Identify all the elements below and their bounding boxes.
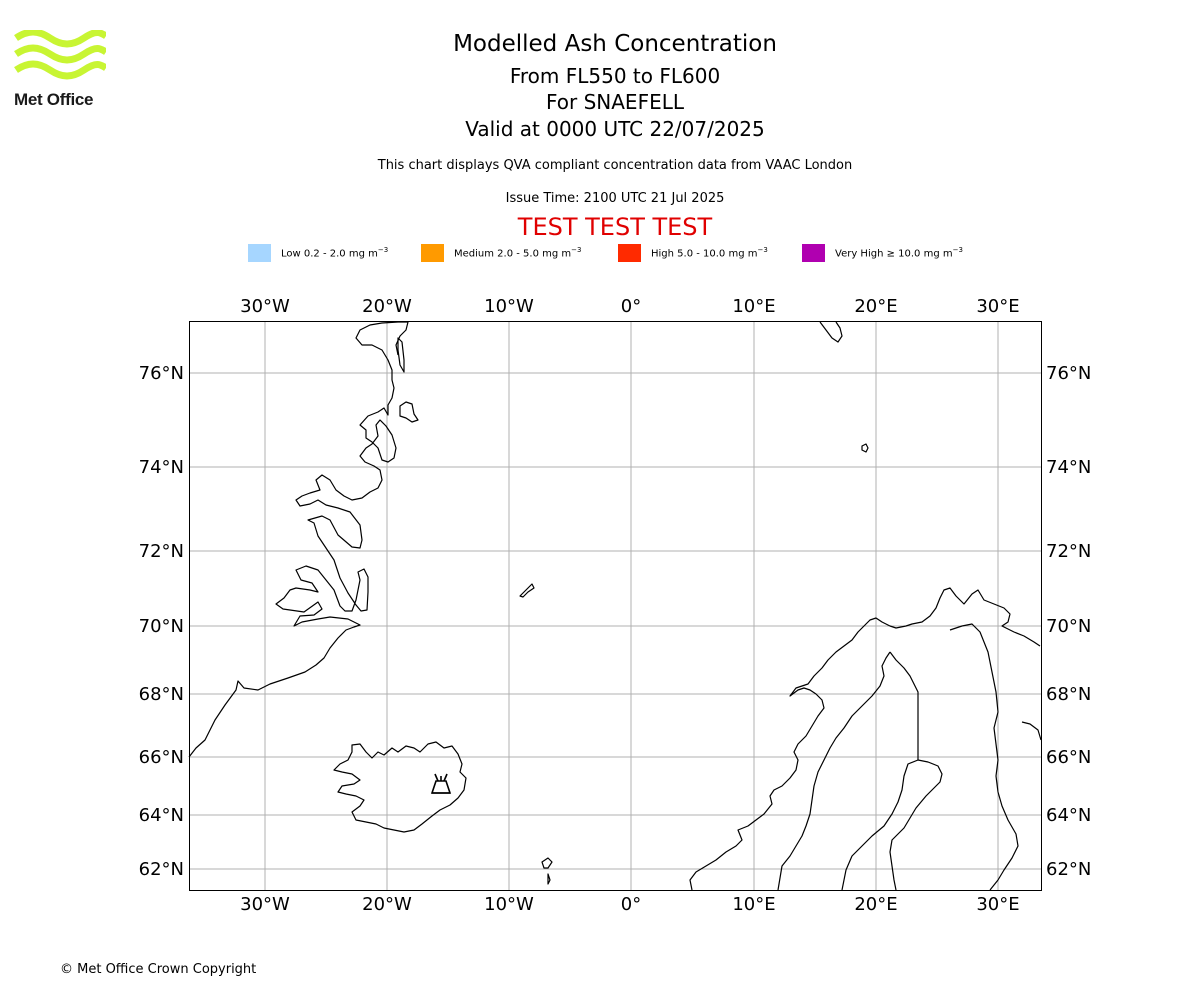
test-banner: TEST TEST TEST — [517, 213, 713, 241]
lat-label-left-62n: 62°N — [139, 859, 184, 880]
lon-label-bottom-10e: 10°E — [732, 894, 775, 915]
kola-coast — [1021, 721, 1042, 741]
greenland-island-1 — [399, 401, 419, 423]
lon-label-top-20e: 20°E — [854, 296, 897, 317]
lon-label-top-10e: 10°E — [732, 296, 775, 317]
lon-label-bottom-20w: 20°W — [362, 894, 412, 915]
lat-label-left-74n: 74°N — [139, 457, 184, 478]
legend-item-low: Low 0.2 - 2.0 mg m−3 — [248, 244, 388, 262]
sweden-finland-border — [889, 651, 919, 760]
graticule — [189, 321, 1041, 890]
legend-label-medium: Medium 2.0 - 5.0 mg m−3 — [454, 246, 582, 260]
legend-item-very-high: Very High ≥ 10.0 mg m−3 — [802, 244, 963, 262]
lat-label-right-76n: 76°N — [1046, 363, 1091, 384]
legend-item-high: High 5.0 - 10.0 mg m−3 — [618, 244, 768, 262]
lon-label-top-30e: 30°E — [976, 296, 1019, 317]
lon-label-bottom-30w: 30°W — [240, 894, 290, 915]
legend-swatch-low — [248, 244, 271, 262]
lat-label-right-66n: 66°N — [1046, 747, 1091, 768]
lat-label-right-74n: 74°N — [1046, 457, 1091, 478]
lon-label-top-10w: 10°W — [484, 296, 534, 317]
lat-label-right-62n: 62°N — [1046, 859, 1091, 880]
sweden-norway-border — [777, 651, 891, 891]
lon-label-top-20w: 20°W — [362, 296, 412, 317]
lon-label-top-30w: 30°W — [240, 296, 290, 317]
lat-label-right-72n: 72°N — [1046, 541, 1091, 562]
lat-label-left-72n: 72°N — [139, 541, 184, 562]
logo-text: Met Office — [14, 90, 94, 109]
met-office-logo: Met Office — [14, 28, 108, 112]
copyright: © Met Office Crown Copyright — [60, 962, 257, 977]
issue-time: Issue Time: 2100 UTC 21 Jul 2025 — [505, 191, 725, 206]
legend-label-low: Low 0.2 - 2.0 mg m−3 — [281, 246, 389, 260]
lon-label-bottom-20e: 20°E — [854, 894, 897, 915]
lon-label-bottom-10w: 10°W — [484, 894, 534, 915]
volcano-icon — [430, 773, 452, 794]
legend: Low 0.2 - 2.0 mg m−3 Medium 2.0 - 5.0 mg… — [0, 244, 1200, 264]
bear-island — [861, 443, 869, 453]
legend-label-very-high: Very High ≥ 10.0 mg m−3 — [835, 246, 963, 260]
flight-levels: From FL550 to FL600 — [509, 64, 721, 88]
lon-label-top-0: 0° — [621, 296, 641, 317]
lon-label-bottom-0: 0° — [621, 894, 641, 915]
lat-label-left-76n: 76°N — [139, 363, 184, 384]
legend-swatch-high — [618, 244, 641, 262]
lat-label-left-64n: 64°N — [139, 805, 184, 826]
subtitle: This chart displays QVA compliant concen… — [377, 158, 853, 173]
volcano-name: For SNAEFELL — [545, 90, 684, 114]
greenland-coast — [188, 321, 409, 758]
greenland-island-2 — [397, 337, 405, 373]
svalbard-coast — [819, 321, 843, 343]
scandinavia-coast — [689, 587, 1041, 891]
iceland-coast — [333, 741, 467, 833]
faroe-islands — [541, 857, 553, 885]
lon-label-bottom-30e: 30°E — [976, 894, 1019, 915]
lat-label-right-70n: 70°N — [1046, 616, 1091, 637]
legend-swatch-medium — [421, 244, 444, 262]
logo-waves-icon — [14, 28, 108, 80]
lat-label-left-66n: 66°N — [139, 747, 184, 768]
valid-time: Valid at 0000 UTC 22/07/2025 — [465, 117, 765, 141]
coastlines — [188, 321, 1042, 891]
lat-label-right-64n: 64°N — [1046, 805, 1091, 826]
chart-title: Modelled Ash Concentration — [453, 31, 777, 57]
finland-russia-border — [949, 623, 1019, 891]
legend-item-medium: Medium 2.0 - 5.0 mg m−3 — [421, 244, 581, 262]
lat-label-left-70n: 70°N — [139, 616, 184, 637]
legend-swatch-very-high — [802, 244, 825, 262]
jan-mayen — [519, 583, 535, 598]
legend-label-high: High 5.0 - 10.0 mg m−3 — [651, 246, 768, 260]
lat-label-right-68n: 68°N — [1046, 684, 1091, 705]
map-frame — [189, 321, 1042, 891]
gulf-of-bothnia — [841, 759, 943, 891]
lat-label-left-68n: 68°N — [139, 684, 184, 705]
